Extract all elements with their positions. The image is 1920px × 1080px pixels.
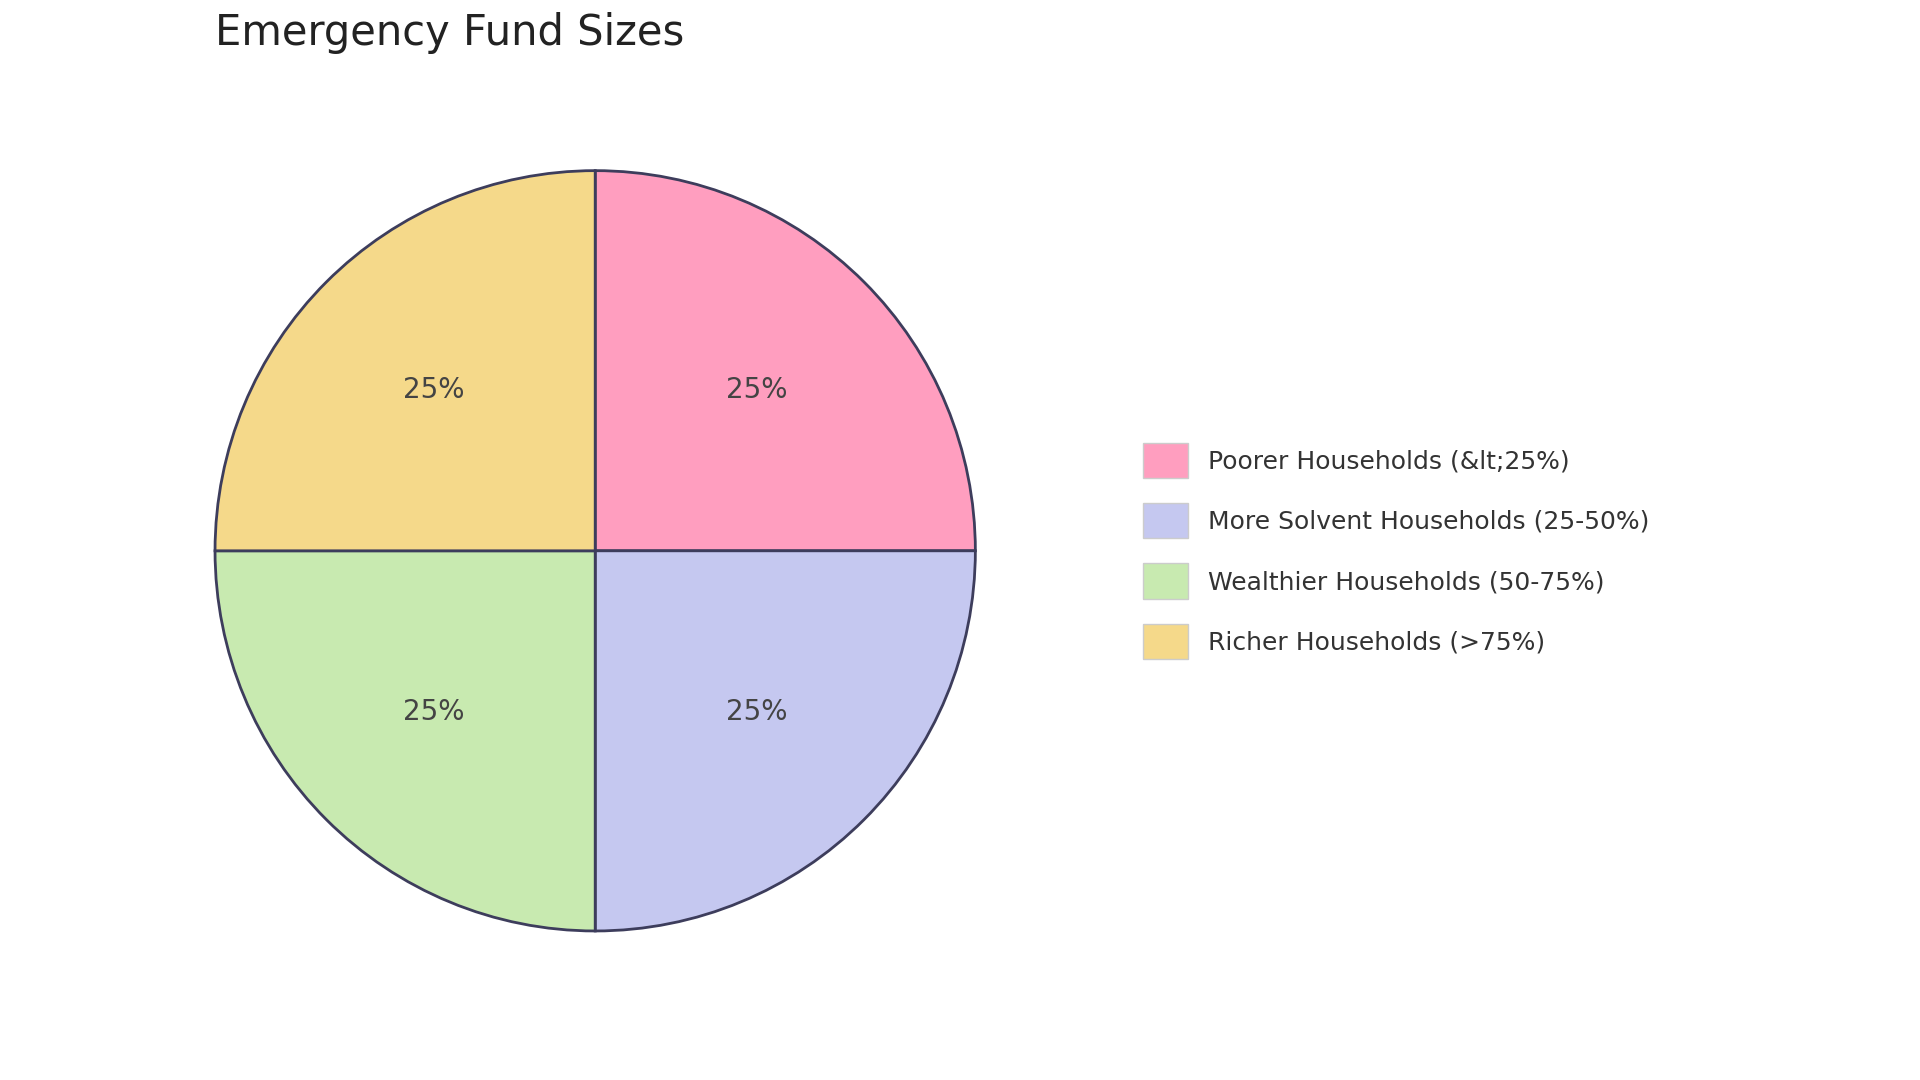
- Text: 25%: 25%: [726, 698, 787, 726]
- Wedge shape: [215, 171, 595, 551]
- Wedge shape: [595, 171, 975, 551]
- Text: Emergency Fund Sizes: Emergency Fund Sizes: [215, 12, 684, 54]
- Wedge shape: [215, 551, 595, 931]
- Text: 25%: 25%: [403, 698, 465, 726]
- Wedge shape: [595, 551, 975, 931]
- Text: 25%: 25%: [726, 376, 787, 404]
- Legend: Poorer Households (&lt;25%), More Solvent Households (25-50%), Wealthier Househo: Poorer Households (&lt;25%), More Solven…: [1131, 430, 1663, 672]
- Text: 25%: 25%: [403, 376, 465, 404]
